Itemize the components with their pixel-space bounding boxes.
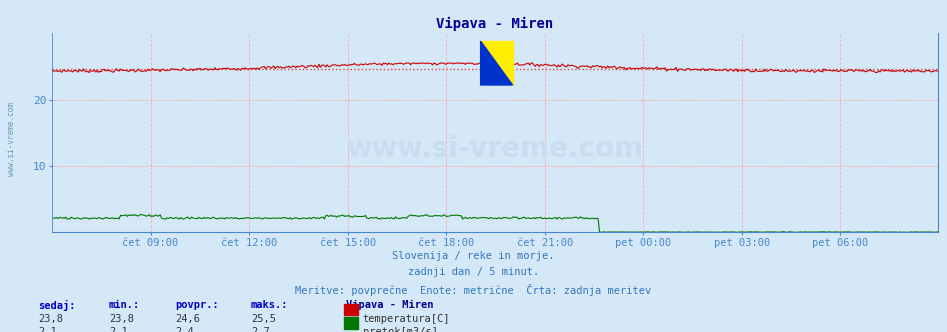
- Text: povpr.:: povpr.:: [175, 300, 219, 310]
- Text: min.:: min.:: [109, 300, 140, 310]
- Text: 2,1: 2,1: [38, 327, 57, 332]
- Title: Vipava - Miren: Vipava - Miren: [437, 17, 553, 31]
- Text: Vipava - Miren: Vipava - Miren: [346, 300, 433, 310]
- Text: temperatura[C]: temperatura[C]: [363, 314, 450, 324]
- Text: 23,8: 23,8: [109, 314, 134, 324]
- Text: maks.:: maks.:: [251, 300, 289, 310]
- Text: Slovenija / reke in morje.: Slovenija / reke in morje.: [392, 251, 555, 261]
- Polygon shape: [481, 41, 512, 85]
- Text: Meritve: povprečne  Enote: metrične  Črta: zadnja meritev: Meritve: povprečne Enote: metrične Črta:…: [295, 284, 652, 296]
- Text: 2,4: 2,4: [175, 327, 194, 332]
- Text: zadnji dan / 5 minut.: zadnji dan / 5 minut.: [408, 267, 539, 277]
- Text: sedaj:: sedaj:: [38, 300, 76, 311]
- Text: pretok[m3/s]: pretok[m3/s]: [363, 327, 438, 332]
- Text: 23,8: 23,8: [38, 314, 63, 324]
- Text: 2,1: 2,1: [109, 327, 128, 332]
- Text: 25,5: 25,5: [251, 314, 276, 324]
- Text: 2,7: 2,7: [251, 327, 270, 332]
- Polygon shape: [481, 41, 512, 85]
- Text: 24,6: 24,6: [175, 314, 200, 324]
- Text: www.si-vreme.com: www.si-vreme.com: [7, 103, 16, 176]
- Text: www.si-vreme.com: www.si-vreme.com: [347, 135, 643, 163]
